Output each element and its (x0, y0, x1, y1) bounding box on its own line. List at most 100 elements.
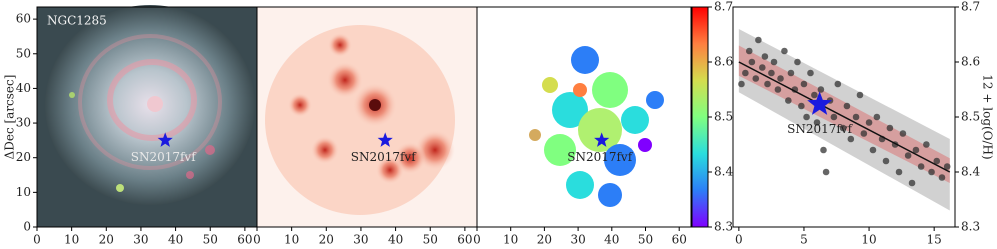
data-point (781, 47, 788, 55)
y-tick-label: 20 (16, 150, 31, 164)
sn-marker (594, 132, 610, 147)
data-point (928, 168, 935, 176)
axes-frame (476, 6, 692, 228)
sn-label: SN2017fvf (131, 150, 197, 164)
data-point (770, 58, 778, 66)
data-point (856, 91, 864, 99)
x-tick-label: 50 (203, 233, 218, 247)
y-tick-label: 8.3 (961, 220, 980, 234)
x-tick-label: 10 (861, 233, 876, 247)
x-tick-label: 60 (457, 233, 472, 247)
data-point (820, 146, 827, 154)
data-point (787, 69, 795, 77)
panel-1-image (37, 5, 257, 227)
x-tick-label: 0 (253, 233, 261, 247)
x-tick-label: 20 (537, 233, 552, 247)
data-point (758, 64, 766, 71)
x-tick-label: 40 (168, 233, 183, 247)
data-point (742, 69, 749, 77)
y-tick-label: 8.5 (961, 110, 980, 124)
sn-label: SN2017fvf (787, 122, 853, 136)
data-point (923, 141, 930, 148)
data-point (813, 119, 821, 126)
data-point (933, 157, 941, 165)
y-axis-label: 12 + log(O/H) (981, 74, 995, 159)
y-tick-label: 8.6 (961, 55, 980, 69)
data-point (798, 102, 805, 110)
x-tick-label: 50 (423, 233, 438, 247)
data-point (852, 113, 860, 121)
data-point (908, 179, 916, 187)
data-point (803, 113, 810, 121)
sn-label: SN2017fvf (567, 150, 633, 164)
y-tick-label: 50 (16, 46, 31, 60)
data-point (752, 75, 760, 82)
y-tick-label: 30 (16, 116, 31, 130)
x-tick-label: 5 (800, 233, 808, 247)
sn-marker (377, 132, 393, 147)
y-tick-label: 60 (16, 12, 31, 26)
x-tick-label: 20 (319, 233, 334, 247)
data-point (839, 124, 847, 132)
x-tick-label: 10 (64, 233, 79, 247)
colorbar-tick-label: 8.3 (714, 220, 733, 234)
data-point (938, 174, 946, 181)
data-point (873, 113, 881, 121)
x-tick-label: 30 (133, 233, 148, 247)
data-point (755, 36, 762, 44)
y-tick-label: 8.7 (961, 0, 980, 14)
colorbar (691, 6, 709, 228)
data-point (847, 135, 855, 143)
data-point (811, 91, 818, 99)
x-tick-label: 60 (237, 233, 252, 247)
data-point (768, 69, 775, 77)
data-point (865, 119, 873, 126)
x-tick-label: 20 (99, 233, 114, 247)
sn-label: SN2017fvf (351, 150, 417, 164)
x-tick-label: 30 (570, 233, 585, 247)
data-point (777, 75, 784, 82)
data-point (830, 113, 838, 121)
fit-line (738, 61, 951, 173)
data-point (817, 86, 825, 93)
data-point (882, 157, 890, 165)
x-tick-label: 10 (503, 233, 518, 247)
sn-marker (807, 91, 832, 115)
data-point (738, 80, 745, 88)
x-tick-label: 0 (33, 233, 41, 247)
fit-band (738, 45, 950, 183)
data-point (843, 102, 851, 110)
y-tick-label: 10 (16, 185, 31, 199)
x-tick-label: 0 (473, 233, 481, 247)
x-tick-label: 10 (284, 233, 299, 247)
x-tick-label: 40 (388, 233, 403, 247)
colorbar-tick-label: 8.5 (714, 110, 733, 124)
data-point (912, 146, 920, 154)
data-point (761, 53, 769, 60)
data-point (886, 124, 894, 132)
x-tick-label: 60 (672, 233, 687, 247)
data-point (917, 163, 925, 170)
data-point (834, 80, 842, 88)
panel-3-image (477, 7, 691, 227)
y-tick-label: 0 (23, 220, 31, 234)
data-point (822, 168, 830, 176)
data-point (745, 47, 753, 55)
data-point (869, 146, 877, 154)
data-point (904, 152, 912, 159)
x-tick-label: 50 (638, 233, 653, 247)
data-point (764, 80, 771, 88)
y-axis-label: ΔDec [arcsec] (3, 75, 17, 160)
y-tick-label: 8.4 (961, 165, 980, 179)
x-tick-label: 15 (927, 233, 942, 247)
data-point (794, 58, 801, 66)
data-point (860, 130, 868, 137)
data-point (748, 58, 756, 66)
panel-2-image (257, 7, 477, 227)
data-point (899, 130, 907, 137)
x-tick-label: 0 (735, 233, 743, 247)
x-tick-label: 30 (353, 233, 368, 247)
data-point (800, 80, 808, 88)
data-point (774, 86, 782, 93)
